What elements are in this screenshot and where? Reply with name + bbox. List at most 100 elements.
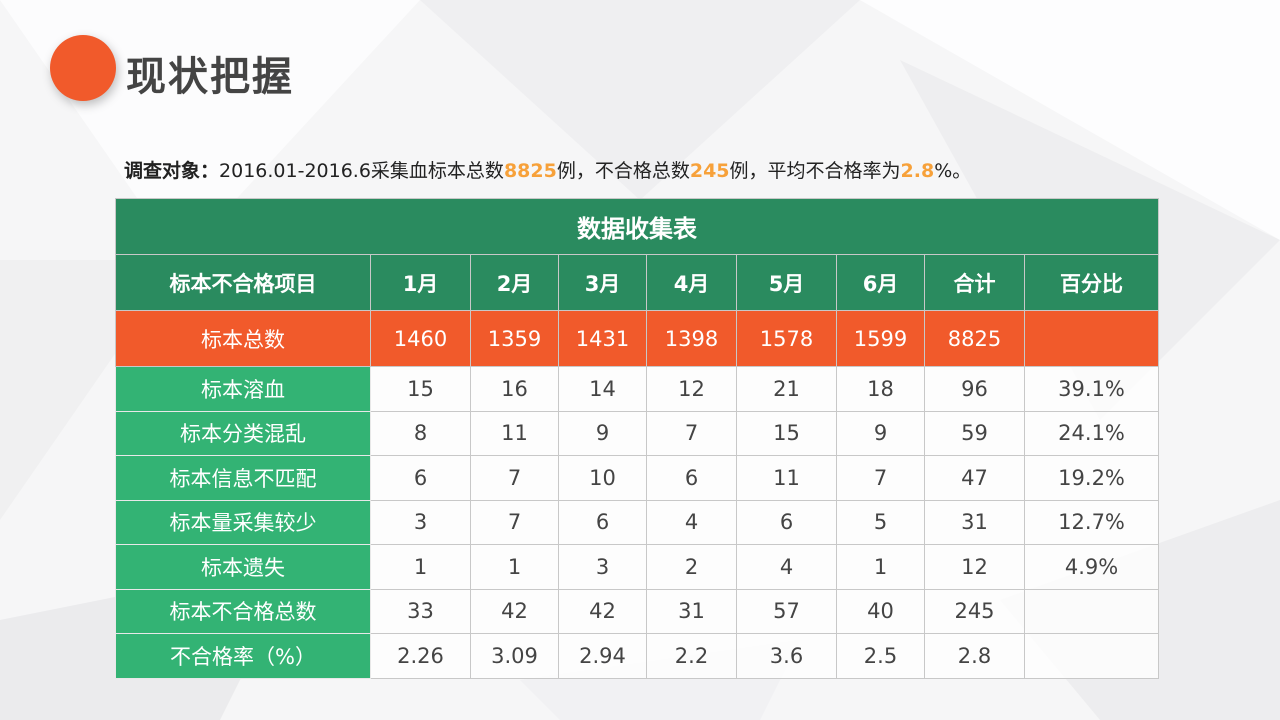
table-row: 标本遗失 1 1 3 2 4 1 12 4.9% <box>115 544 1160 590</box>
table-cell: 2.5 <box>836 633 925 679</box>
table-cell: 8 <box>370 410 471 456</box>
table-cell: 7 <box>836 455 925 501</box>
row-label: 标本不合格总数 <box>115 588 371 634</box>
table-cell: 6 <box>736 499 837 545</box>
column-header: 标本不合格项目 <box>115 254 371 311</box>
title-bullet-circle <box>50 35 116 101</box>
table-cell: 14 <box>558 366 647 412</box>
table-cell: 1599 <box>836 310 925 367</box>
table-cell: 33 <box>370 588 471 634</box>
table-cell: 12 <box>924 544 1025 590</box>
table-cell: 1578 <box>736 310 837 367</box>
table-cell: 1 <box>470 544 559 590</box>
column-header: 1月 <box>370 254 471 311</box>
data-collection-table: 数据收集表 标本不合格项目 1月 2月 3月 4月 5月 6月 合计 百分比 标本总数 1460 1… <box>114 198 1160 679</box>
table-cell: 59 <box>924 410 1025 456</box>
table-cell: 3.6 <box>736 633 837 679</box>
table-cell: 9 <box>558 410 647 456</box>
table-cell: 19.2% <box>1023 455 1160 501</box>
table-cell: 15 <box>370 366 471 412</box>
table-cell: 245 <box>924 588 1025 634</box>
table-cell: 3 <box>370 499 471 545</box>
row-label: 标本分类混乱 <box>115 410 371 456</box>
table-cell: 31 <box>924 499 1025 545</box>
subject-text-4: %。 <box>934 160 972 182</box>
table-row: 标本信息不匹配 6 7 10 6 11 7 47 19.2% <box>115 455 1160 501</box>
table-cell: 2.94 <box>558 633 647 679</box>
table-cell: 1398 <box>646 310 737 367</box>
table-cell: 2.26 <box>370 633 471 679</box>
column-header: 合计 <box>924 254 1025 311</box>
subject-text-2: 例，不合格总数 <box>556 160 690 182</box>
table-row: 不合格率（%） 2.26 3.09 2.94 2.2 3.6 2.5 2.8 <box>115 633 1160 679</box>
table-cell <box>1023 633 1160 679</box>
table-row: 标本量采集较少 3 7 6 4 6 5 31 12.7% <box>115 499 1160 545</box>
row-label: 标本量采集较少 <box>115 499 371 545</box>
table-cell: 11 <box>736 455 837 501</box>
total-samples-row: 标本总数 1460 1359 1431 1398 1578 1599 8825 <box>115 310 1160 367</box>
row-label: 标本遗失 <box>115 544 371 590</box>
table-cell: 47 <box>924 455 1025 501</box>
row-label: 标本总数 <box>115 310 371 367</box>
table-cell: 2.8 <box>924 633 1025 679</box>
table-cell: 7 <box>646 410 737 456</box>
page-title: 现状把握 <box>126 54 294 100</box>
row-label: 不合格率（%） <box>115 633 371 679</box>
column-header: 6月 <box>836 254 925 311</box>
table-cell: 9 <box>836 410 925 456</box>
table-cell: 2.2 <box>646 633 737 679</box>
table-row: 标本溶血 15 16 14 12 21 18 96 39.1% <box>115 366 1160 412</box>
table-cell: 1 <box>836 544 925 590</box>
avg-rate-highlight: 2.8 <box>900 160 935 182</box>
row-label: 标本信息不匹配 <box>115 455 371 501</box>
table-cell: 4.9% <box>1023 544 1160 590</box>
table-cell: 6 <box>558 499 647 545</box>
table-cell <box>1023 588 1160 634</box>
column-header: 3月 <box>558 254 647 311</box>
table-cell: 31 <box>646 588 737 634</box>
table-cell: 39.1% <box>1023 366 1160 412</box>
table-cell: 21 <box>736 366 837 412</box>
table-cell: 8825 <box>924 310 1025 367</box>
table-cell: 6 <box>370 455 471 501</box>
table-row: 标本分类混乱 8 11 9 7 15 9 59 24.1% <box>115 410 1160 456</box>
column-header: 4月 <box>646 254 737 311</box>
table-cell: 7 <box>470 455 559 501</box>
table-cell: 1460 <box>370 310 471 367</box>
table-cell: 42 <box>558 588 647 634</box>
table-cell: 1 <box>370 544 471 590</box>
table-row: 标本不合格总数 33 42 42 31 57 40 245 <box>115 588 1160 634</box>
table-cell: 7 <box>470 499 559 545</box>
table-cell: 5 <box>836 499 925 545</box>
table-cell: 16 <box>470 366 559 412</box>
table-cell: 40 <box>836 588 925 634</box>
total-samples-highlight: 8825 <box>503 160 557 182</box>
subject-text-1: 2016.01-2016.6采集血标本总数 <box>219 160 504 182</box>
column-header: 5月 <box>736 254 837 311</box>
survey-subject-line: 调查对象：2016.01-2016.6采集血标本总数8825例，不合格总数245… <box>124 156 971 183</box>
table-cell <box>1023 310 1160 367</box>
subject-label: 调查对象： <box>124 160 220 182</box>
row-label: 标本溶血 <box>115 366 371 412</box>
table-cell: 96 <box>924 366 1025 412</box>
table-cell: 3.09 <box>470 633 559 679</box>
table-cell: 2 <box>646 544 737 590</box>
table-cell: 4 <box>646 499 737 545</box>
table-cell: 10 <box>558 455 647 501</box>
table-cell: 6 <box>646 455 737 501</box>
table-cell: 57 <box>736 588 837 634</box>
table-cell: 1359 <box>470 310 559 367</box>
total-unqualified-highlight: 245 <box>689 160 730 182</box>
table-cell: 11 <box>470 410 559 456</box>
subject-text-3: 例，平均不合格率为 <box>729 160 901 182</box>
table-cell: 24.1% <box>1023 410 1160 456</box>
column-header: 百分比 <box>1023 254 1160 311</box>
table-cell: 15 <box>736 410 837 456</box>
table-cell: 12.7% <box>1023 499 1160 545</box>
table-cell: 18 <box>836 366 925 412</box>
table-cell: 42 <box>470 588 559 634</box>
column-header: 2月 <box>470 254 559 311</box>
table-cell: 3 <box>558 544 647 590</box>
table-cell: 12 <box>646 366 737 412</box>
table-cell: 1431 <box>558 310 647 367</box>
